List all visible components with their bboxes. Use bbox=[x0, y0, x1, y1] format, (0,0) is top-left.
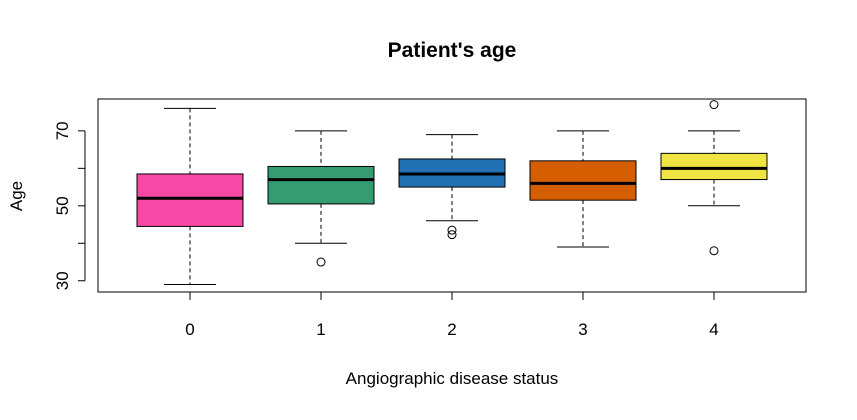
x-tick-label: 1 bbox=[316, 320, 325, 339]
box-iqr bbox=[267, 165, 375, 205]
chart-title: Patient's age bbox=[388, 39, 517, 62]
outlier-point bbox=[447, 225, 457, 235]
y-tick-label: 70 bbox=[53, 121, 72, 140]
x-tick-label: 3 bbox=[578, 320, 587, 339]
y-tick-label: 30 bbox=[53, 271, 72, 290]
x-tick-label: 2 bbox=[447, 320, 456, 339]
x-tick-label: 0 bbox=[185, 320, 194, 339]
box-iqr bbox=[660, 152, 768, 181]
y-tick-label: 50 bbox=[53, 196, 72, 215]
box-iqr bbox=[529, 160, 637, 201]
outlier-point bbox=[709, 246, 719, 256]
y-axis-label: Age bbox=[7, 181, 26, 211]
outlier-point bbox=[316, 257, 326, 267]
plot-marks: 30 50 70 0 1 2 3 4 bbox=[53, 100, 768, 339]
outlier-point bbox=[447, 230, 457, 240]
outlier-point bbox=[709, 100, 719, 110]
x-axis-label: Angiographic disease status bbox=[346, 369, 559, 388]
box-iqr bbox=[136, 173, 244, 227]
x-tick-label: 4 bbox=[709, 320, 718, 339]
